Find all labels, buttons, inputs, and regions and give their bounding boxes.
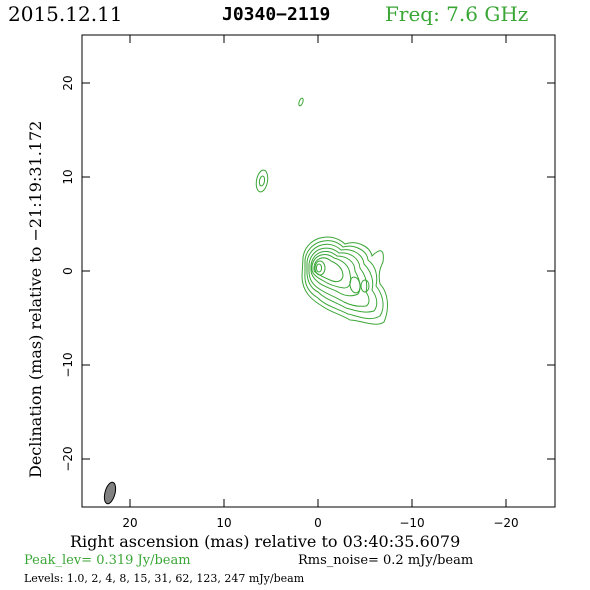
contour-feature-north [298, 97, 304, 107]
x-ticks [129, 35, 507, 507]
x-tick-label: −20 [493, 516, 518, 530]
y-tick-label: 10 [61, 169, 75, 184]
y-tick-label: 20 [61, 75, 75, 90]
plot-frame [81, 34, 556, 508]
x-tick-label: 10 [216, 516, 231, 530]
y-tick-label: −20 [61, 446, 75, 471]
x-tick-label: 0 [314, 516, 322, 530]
y-tick-label: 0 [61, 267, 75, 275]
y-tick-label: −10 [61, 352, 75, 377]
contour-core-jet [301, 236, 388, 325]
contours [255, 97, 388, 325]
frequency-label: Freq: 7.6 GHz [385, 2, 529, 26]
x-tick-label: −10 [399, 516, 424, 530]
x-tick-label: 20 [122, 516, 137, 530]
peak-level: Peak_lev= 0.319 Jy/beam [24, 553, 191, 568]
x-axis-label: Right ascension (mas) relative to 03:40:… [70, 532, 461, 551]
beam-ellipse [103, 481, 117, 505]
y-axis-label: Declination (mas) relative to −21:19:31.… [26, 120, 45, 478]
source-name: J0340−2119 [222, 4, 331, 25]
y-ticks [82, 82, 555, 460]
rms-noise: Rms_noise= 0.2 mJy/beam [298, 553, 474, 568]
contour-levels: Levels: 1.0, 2, 4, 8, 15, 31, 62, 123, 2… [24, 572, 305, 585]
contour-feature-mid [255, 169, 269, 193]
observation-date: 2015.12.11 [8, 2, 123, 26]
